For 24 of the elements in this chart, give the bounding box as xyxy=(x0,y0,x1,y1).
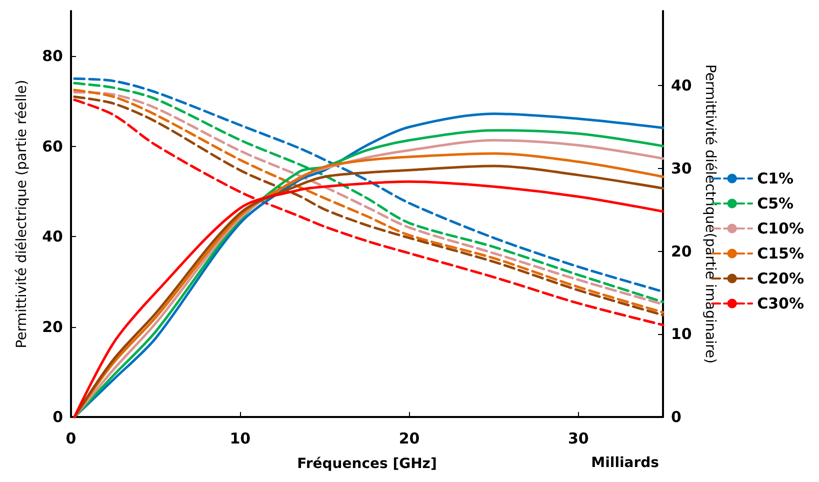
y-tick-label: 0 xyxy=(52,408,63,426)
x-tick-label: 20 xyxy=(398,430,420,448)
legend-label: C15% xyxy=(757,244,804,262)
legend-label: C1% xyxy=(757,170,794,188)
x-tick-label: 0 xyxy=(66,430,76,448)
y-tick-label: 60 xyxy=(42,137,63,156)
y2-tick-label: 10 xyxy=(671,325,692,344)
y2-tick-label: 20 xyxy=(671,242,692,260)
y2-tick-label: 0 xyxy=(671,408,682,426)
y2-tick-label: 40 xyxy=(671,76,692,95)
x-tick-label: 30 xyxy=(568,430,589,448)
y-tick-label: 40 xyxy=(42,228,63,246)
y-axis-title: Permittivité diélectrique (partie réelle) xyxy=(14,80,30,348)
y-tick-label: 20 xyxy=(42,318,63,336)
y2-axis-title: Permittivité diélectrique(partie imaginaire) xyxy=(702,64,718,364)
legend-label: C5% xyxy=(757,194,794,212)
legend-label: C20% xyxy=(757,270,804,288)
y-tick-label: 80 xyxy=(42,47,63,66)
legend-label: C30% xyxy=(757,294,804,312)
legend-label: C10% xyxy=(757,220,804,238)
y2-tick-label: 30 xyxy=(671,159,692,178)
x-axis-title: Fréquences [GHz] xyxy=(297,456,437,472)
text: Milliards xyxy=(591,455,660,471)
x-tick-label: 10 xyxy=(230,430,251,448)
